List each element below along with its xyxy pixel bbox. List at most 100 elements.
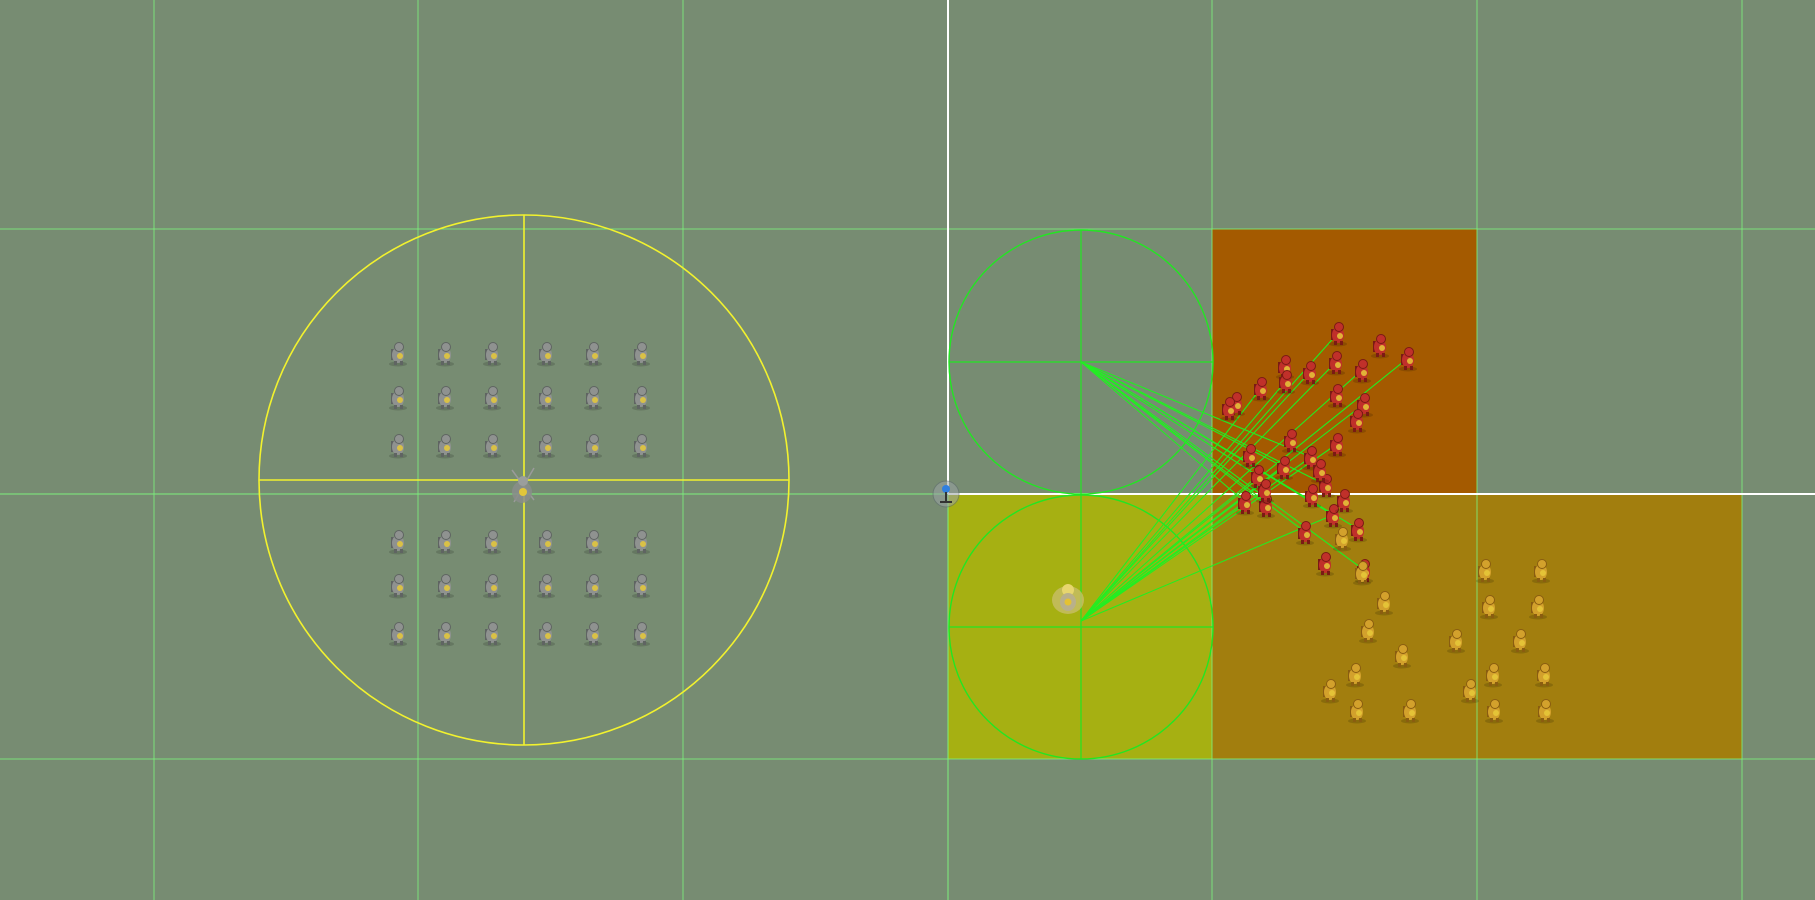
enemy-gold-unit[interactable] — [1480, 595, 1498, 620]
enemy-gold-unit[interactable] — [1353, 561, 1371, 586]
enemy-gold-unit[interactable] — [1536, 699, 1554, 724]
enemy-red-unit[interactable] — [1349, 518, 1367, 543]
neutral-soldier-unit[interactable] — [632, 574, 650, 599]
enemy-red-unit[interactable] — [1301, 361, 1319, 386]
enemy-gold-unit[interactable] — [1401, 699, 1419, 724]
neutral-soldier-unit[interactable] — [436, 342, 454, 367]
unit-head — [441, 434, 451, 444]
enemy-gold-unit[interactable] — [1348, 699, 1366, 724]
enemy-gold-unit[interactable] — [1447, 629, 1465, 654]
neutral-soldier-unit[interactable] — [483, 622, 501, 647]
neutral-soldier-unit[interactable] — [584, 622, 602, 647]
unit-leg — [548, 593, 551, 597]
unit-emblem — [545, 633, 551, 639]
enemy-red-unit[interactable] — [1327, 351, 1345, 376]
enemy-red-unit[interactable] — [1296, 521, 1314, 546]
neutral-soldier-unit[interactable] — [483, 530, 501, 555]
neutral-soldier-unit[interactable] — [436, 530, 454, 555]
enemy-red-unit[interactable] — [1311, 459, 1329, 484]
enemy-red-unit[interactable] — [1256, 479, 1274, 504]
neutral-soldier-unit[interactable] — [483, 342, 501, 367]
formation-commander-unit[interactable] — [511, 467, 535, 503]
enemy-gold-unit[interactable] — [1535, 663, 1553, 688]
neutral-soldier-unit[interactable] — [389, 622, 407, 647]
neutral-soldier-unit[interactable] — [483, 434, 501, 459]
enemy-red-unit[interactable] — [1252, 377, 1270, 402]
enemy-gold-unit[interactable] — [1484, 663, 1502, 688]
unit-leg — [1380, 610, 1383, 614]
enemy-red-unit[interactable] — [1220, 397, 1238, 422]
enemy-gold-unit[interactable] — [1321, 679, 1339, 704]
neutral-soldier-unit[interactable] — [389, 530, 407, 555]
neutral-soldier-unit[interactable] — [389, 434, 407, 459]
enemy-red-unit[interactable] — [1303, 484, 1321, 509]
enemy-red-unit[interactable] — [1348, 409, 1366, 434]
unit-head — [589, 386, 599, 396]
neutral-soldier-unit[interactable] — [632, 434, 650, 459]
enemy-gold-unit[interactable] — [1393, 644, 1411, 669]
neutral-soldier-unit[interactable] — [632, 386, 650, 411]
enemy-gold-unit[interactable] — [1375, 591, 1393, 616]
unit-emblem — [1543, 674, 1549, 680]
unit-head — [589, 342, 599, 352]
unit-leg — [1489, 682, 1492, 686]
neutral-soldier-unit[interactable] — [537, 530, 555, 555]
enemy-gold-unit[interactable] — [1333, 527, 1351, 552]
enemy-gold-unit[interactable] — [1476, 559, 1494, 584]
enemy-red-unit[interactable] — [1277, 370, 1295, 395]
neutral-soldier-unit[interactable] — [632, 530, 650, 555]
enemy-red-unit[interactable] — [1329, 322, 1347, 347]
enemy-gold-unit[interactable] — [1461, 679, 1479, 704]
neutral-soldier-unit[interactable] — [436, 434, 454, 459]
neutral-soldier-unit[interactable] — [584, 434, 602, 459]
neutral-soldier-unit[interactable] — [389, 574, 407, 599]
unit-head — [1287, 429, 1297, 439]
neutral-soldier-unit[interactable] — [537, 574, 555, 599]
neutral-soldier-unit[interactable] — [632, 622, 650, 647]
enemy-gold-unit[interactable] — [1532, 559, 1550, 584]
neutral-soldier-unit[interactable] — [584, 574, 602, 599]
neutral-soldier-unit[interactable] — [389, 342, 407, 367]
enemy-gold-unit[interactable] — [1529, 595, 1547, 620]
unit-leg — [1541, 718, 1544, 722]
enemy-red-unit[interactable] — [1236, 491, 1254, 516]
enemy-gold-unit[interactable] — [1511, 629, 1529, 654]
enemy-red-unit[interactable] — [1399, 347, 1417, 372]
neutral-soldier-unit[interactable] — [483, 574, 501, 599]
selected-hero-unit[interactable] — [1052, 584, 1084, 614]
neutral-soldier-unit[interactable] — [632, 342, 650, 367]
enemy-red-unit[interactable] — [1353, 359, 1371, 384]
neutral-soldier-unit[interactable] — [436, 622, 454, 647]
neutral-soldier-unit[interactable] — [483, 386, 501, 411]
enemy-red-unit[interactable] — [1317, 474, 1335, 499]
neutral-soldier-unit[interactable] — [537, 622, 555, 647]
unit-head — [589, 530, 599, 540]
unit-leg — [1293, 448, 1296, 452]
neutral-soldier-unit[interactable] — [584, 530, 602, 555]
neutral-soldier-unit[interactable] — [584, 342, 602, 367]
neutral-soldier-unit[interactable] — [537, 434, 555, 459]
neutral-soldier-unit[interactable] — [436, 574, 454, 599]
enemy-red-unit[interactable] — [1275, 456, 1293, 481]
neutral-soldier-unit[interactable] — [389, 386, 407, 411]
enemy-gold-unit[interactable] — [1485, 699, 1503, 724]
enemy-gold-unit[interactable] — [1359, 619, 1377, 644]
enemy-red-unit[interactable] — [1328, 433, 1346, 458]
origin-gizmo-pin-icon[interactable] — [932, 480, 960, 508]
unit-leg — [1359, 428, 1362, 432]
enemy-red-unit[interactable] — [1316, 552, 1334, 577]
enemy-red-unit[interactable] — [1335, 489, 1353, 514]
enemy-red-unit[interactable] — [1282, 429, 1300, 454]
neutral-soldier-unit[interactable] — [436, 386, 454, 411]
enemy-red-unit[interactable] — [1241, 444, 1259, 469]
enemy-red-unit[interactable] — [1324, 504, 1342, 529]
enemy-gold-unit[interactable] — [1346, 663, 1364, 688]
unit-head — [394, 434, 404, 444]
enemy-red-unit[interactable] — [1328, 384, 1346, 409]
neutral-soldier-unit[interactable] — [537, 386, 555, 411]
neutral-soldier-unit[interactable] — [584, 386, 602, 411]
neutral-soldier-unit[interactable] — [537, 342, 555, 367]
enemy-red-unit[interactable] — [1371, 334, 1389, 359]
